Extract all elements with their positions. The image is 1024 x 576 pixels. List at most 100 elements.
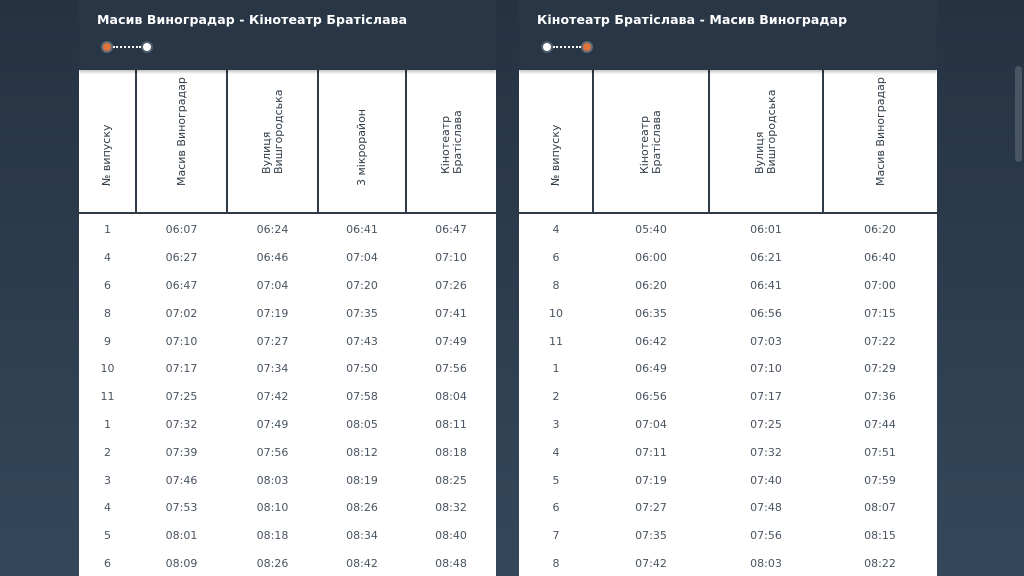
departure-time-cell: 07:56 bbox=[256, 445, 289, 459]
departure-time-cell: 07:26 bbox=[435, 278, 467, 292]
departure-time-cell: 06:20 bbox=[635, 278, 667, 292]
departure-time-cell: 07:02 bbox=[165, 306, 198, 320]
column-header: Вулиця Вишгородська bbox=[708, 70, 824, 214]
route-line-icon bbox=[101, 40, 153, 54]
timetable-forward: № випуску Масив Виноградар Вулиця Вишгород… bbox=[79, 70, 496, 576]
departure-time-cell: 07:27 bbox=[635, 501, 667, 515]
departure-time-cell: 07:46 bbox=[165, 473, 198, 487]
departure-time-cell: 07:10 bbox=[165, 334, 198, 348]
table-row: 6 08:09 08:26 08:42 08:48 bbox=[79, 550, 496, 576]
panel-header-return: Кінотеатр Братіслава - Масив Виноградар bbox=[519, 0, 937, 70]
release-number-cell: 8 bbox=[552, 278, 560, 292]
release-number-cell: 1 bbox=[104, 417, 111, 431]
departure-time-cell: 07:40 bbox=[750, 473, 782, 487]
departure-time-cell: 08:25 bbox=[435, 473, 467, 487]
table-row: 1 07:32 07:49 08:05 08:11 bbox=[79, 411, 496, 439]
column-header-label: № випуску bbox=[548, 124, 562, 186]
departure-time-cell: 07:22 bbox=[864, 334, 896, 348]
start-stop-icon bbox=[541, 41, 553, 53]
table-row: 5 08:01 08:18 08:34 08:40 bbox=[79, 522, 496, 550]
departure-time-cell: 07:48 bbox=[750, 501, 782, 515]
scrollbar-thumb[interactable] bbox=[1015, 66, 1022, 162]
table-row: 1 06:49 07:10 07:29 bbox=[519, 355, 937, 383]
timetable-header: № випуску Кінотеатр Братіслава Вулиця Вишг… bbox=[519, 70, 937, 214]
departure-time-cell: 07:10 bbox=[750, 362, 782, 376]
timetable-header: № випуску Масив Виноградар Вулиця Вишгород… bbox=[79, 70, 496, 214]
page-scrollbar[interactable] bbox=[1012, 0, 1024, 576]
departure-time-cell: 06:20 bbox=[864, 223, 896, 237]
schedule-panel-return: Кінотеатр Братіслава - Масив Виноградар … bbox=[519, 0, 937, 576]
departure-time-cell: 08:40 bbox=[435, 529, 467, 543]
departure-time-cell: 07:27 bbox=[256, 334, 289, 348]
departure-time-cell: 06:41 bbox=[346, 223, 378, 237]
departure-time-cell: 07:58 bbox=[346, 390, 378, 404]
route-title-forward: Масив Виноградар - Кінотеатр Братіслава bbox=[97, 12, 408, 27]
table-row: 4 07:53 08:10 08:26 08:32 bbox=[79, 494, 496, 522]
departure-time-cell: 06:41 bbox=[750, 278, 782, 292]
departure-time-cell: 07:35 bbox=[635, 529, 667, 543]
departure-time-cell: 08:10 bbox=[256, 501, 289, 515]
departure-time-cell: 08:22 bbox=[864, 556, 896, 570]
departure-time-cell: 08:15 bbox=[864, 529, 896, 543]
departure-time-cell: 08:32 bbox=[435, 501, 467, 515]
departure-time-cell: 08:48 bbox=[435, 556, 467, 570]
departure-time-cell: 07:32 bbox=[165, 417, 198, 431]
departure-time-cell: 07:17 bbox=[750, 390, 782, 404]
table-row: 2 06:56 07:17 07:36 bbox=[519, 383, 937, 411]
departure-time-cell: 07:10 bbox=[435, 251, 467, 265]
column-header-label: Масив Виноградар bbox=[873, 77, 887, 186]
departure-time-cell: 06:47 bbox=[435, 223, 467, 237]
release-number-cell: 3 bbox=[552, 417, 560, 431]
header-row: № випуску Масив Виноградар Вулиця Вишгород… bbox=[79, 70, 496, 214]
release-number-cell: 7 bbox=[552, 529, 560, 543]
departure-time-cell: 06:40 bbox=[864, 251, 896, 265]
release-number-cell: 4 bbox=[104, 251, 111, 265]
departure-time-cell: 07:17 bbox=[165, 362, 198, 376]
column-header-label: Вулиця Вишгородська bbox=[753, 89, 778, 174]
column-header-label: 3 мікрорайон bbox=[355, 109, 368, 186]
departure-time-cell: 07:19 bbox=[635, 473, 667, 487]
end-stop-icon bbox=[141, 41, 153, 53]
release-number-cell: 6 bbox=[552, 251, 560, 265]
departure-time-cell: 07:00 bbox=[864, 278, 896, 292]
departure-time-cell: 07:20 bbox=[346, 278, 378, 292]
departure-time-cell: 06:00 bbox=[635, 251, 667, 265]
column-header: Кінотеатр Братіслава bbox=[405, 70, 496, 214]
departure-time-cell: 06:49 bbox=[635, 362, 667, 376]
departure-time-cell: 07:34 bbox=[256, 362, 289, 376]
release-number-cell: 5 bbox=[104, 529, 111, 543]
departure-time-cell: 08:05 bbox=[346, 417, 378, 431]
release-number-cell: 10 bbox=[100, 362, 115, 376]
column-header: Масив Виноградар bbox=[822, 70, 937, 214]
departure-time-cell: 07:25 bbox=[165, 390, 198, 404]
departure-time-cell: 07:56 bbox=[435, 362, 467, 376]
departure-time-cell: 07:15 bbox=[864, 306, 896, 320]
departure-time-cell: 06:07 bbox=[165, 223, 198, 237]
panel-header-forward: Масив Виноградар - Кінотеатр Братіслава bbox=[79, 0, 496, 70]
column-header-label: Кінотеатр Братіслава bbox=[638, 110, 663, 174]
release-number-cell: 2 bbox=[104, 445, 111, 459]
table-row: 3 07:46 08:03 08:19 08:25 bbox=[79, 466, 496, 494]
departure-time-cell: 08:18 bbox=[435, 445, 467, 459]
departure-time-cell: 05:40 bbox=[635, 223, 667, 237]
departure-time-cell: 07:44 bbox=[864, 417, 896, 431]
column-header-label: Вулиця Вишгородська bbox=[259, 89, 285, 174]
departure-time-cell: 07:43 bbox=[346, 334, 378, 348]
release-number-cell: 6 bbox=[104, 556, 111, 570]
table-row: 2 07:39 07:56 08:12 08:18 bbox=[79, 438, 496, 466]
timetable-body: 1 06:07 06:24 06:41 06:47 4 06:27 06:46 07:04 07:… bbox=[79, 213, 496, 576]
table-row: 7 07:35 07:56 08:15 bbox=[519, 522, 937, 550]
departure-time-cell: 08:01 bbox=[165, 529, 198, 543]
departure-time-cell: 06:21 bbox=[750, 251, 782, 265]
departure-time-cell: 08:42 bbox=[346, 556, 378, 570]
departure-time-cell: 08:19 bbox=[346, 473, 378, 487]
departure-time-cell: 08:34 bbox=[346, 529, 378, 543]
departure-time-cell: 08:03 bbox=[750, 556, 782, 570]
end-stop-icon bbox=[581, 41, 593, 53]
departure-time-cell: 07:41 bbox=[435, 306, 467, 320]
departure-time-cell: 06:47 bbox=[165, 278, 198, 292]
departure-time-cell: 08:11 bbox=[435, 417, 467, 431]
table-row: 4 06:27 06:46 07:04 07:10 bbox=[79, 244, 496, 272]
release-number-cell: 2 bbox=[552, 390, 560, 404]
departure-time-cell: 06:56 bbox=[750, 306, 782, 320]
